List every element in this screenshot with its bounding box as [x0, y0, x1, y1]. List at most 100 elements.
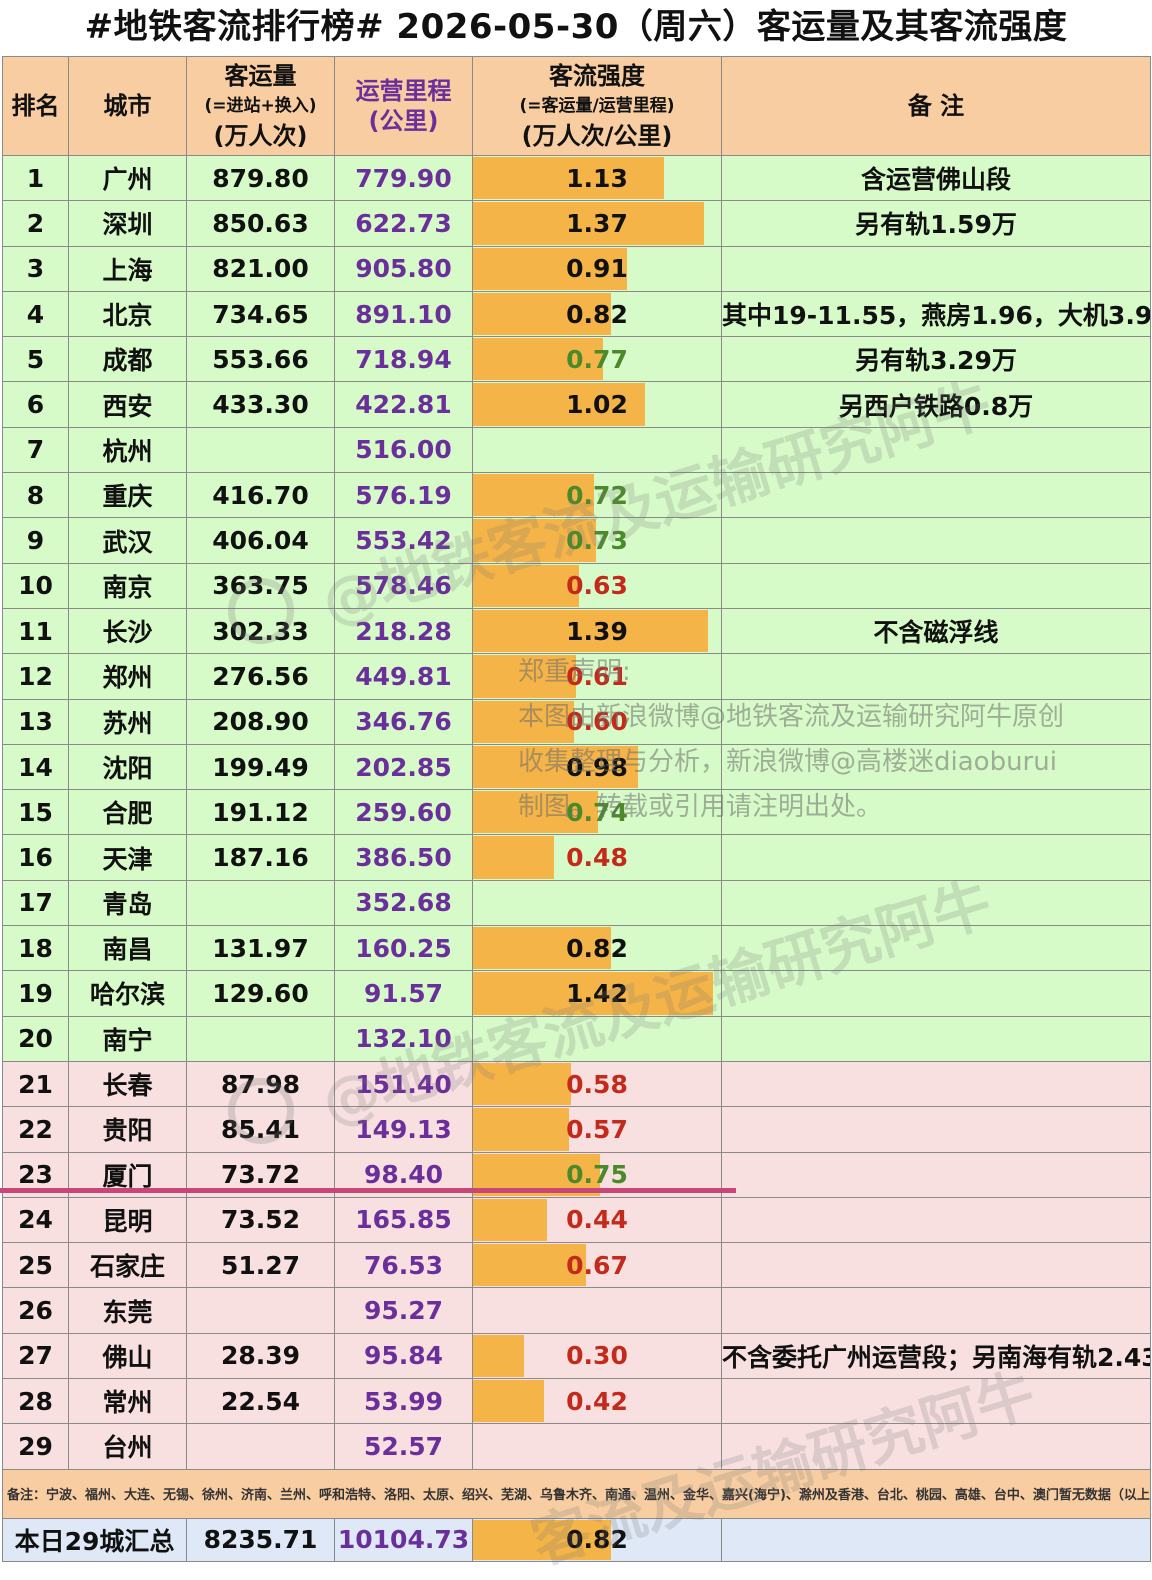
- intensity-bar: [473, 609, 708, 653]
- intensity-value: 0.74: [566, 797, 628, 827]
- total-volume: 8235.71: [186, 1517, 335, 1562]
- total-intensity-bar: [473, 1519, 612, 1560]
- intensity-bar: [473, 292, 612, 336]
- note-cell: [721, 925, 1151, 972]
- note-cell: 不含委托广州运营段；另南海有轨2.43万: [721, 1332, 1151, 1380]
- intensity-value: 1.39: [566, 616, 628, 646]
- note-cell: [721, 245, 1151, 292]
- volume-cell: 433.30: [186, 381, 335, 428]
- mileage-cell: 449.81: [334, 653, 473, 700]
- table-row: 14 沈阳 199.49 202.85 0.98: [2, 743, 1151, 791]
- header-intensity: 客流强度 (=客运量/运营里程) (万人次/公里): [472, 56, 722, 156]
- intensity-cell: 1.13: [472, 154, 722, 202]
- mileage-cell: 553.42: [334, 517, 473, 564]
- note-cell: [721, 789, 1151, 836]
- weibo-logo-icon: [228, 578, 294, 644]
- volume-cell: 276.56: [186, 653, 335, 700]
- volume-cell: 879.80: [186, 154, 335, 202]
- statement-line: 郑重声明:: [518, 657, 631, 687]
- table-row: 2 深圳 850.63 622.73 1.37 另有轨1.59万: [2, 200, 1151, 247]
- note-cell: [721, 834, 1151, 881]
- note-cell: [721, 879, 1151, 927]
- rank-cell: 10: [2, 562, 69, 609]
- rank-cell: 21: [2, 1060, 69, 1108]
- header-rank: 排名: [2, 56, 69, 156]
- intensity-bar: [473, 1062, 571, 1106]
- volume-cell: 208.90: [186, 698, 335, 745]
- rank-cell: 8: [2, 472, 69, 519]
- mileage-cell: 891.10: [334, 290, 473, 338]
- city-cell: 昆明: [68, 1196, 187, 1244]
- intensity-bar: [473, 383, 646, 426]
- table-row: 18 南昌 131.97 160.25 0.82: [2, 925, 1151, 972]
- intensity-value: 0.48: [566, 843, 628, 873]
- intensity-cell: 0.30: [472, 1332, 722, 1380]
- note-cell: [721, 472, 1151, 519]
- mileage-cell: 95.84: [334, 1332, 473, 1380]
- intensity-value: 0.72: [566, 480, 628, 510]
- intensity-cell: 1.39: [472, 607, 722, 655]
- table-row: 16 天津 187.16 386.50 0.48: [2, 834, 1151, 881]
- intensity-value: 0.67: [566, 1250, 628, 1280]
- table-row: 19 哈尔滨 129.60 91.57 1.42: [2, 970, 1151, 1017]
- table-row: 22 贵阳 85.41 149.13 0.57: [2, 1106, 1151, 1153]
- intensity-bar: [473, 247, 627, 290]
- header-volume-unit: (万人次): [213, 122, 308, 150]
- intensity-bar: [473, 927, 612, 970]
- intensity-cell: 0.60: [472, 698, 722, 745]
- intensity-cell: [472, 1287, 722, 1334]
- rank-cell: 13: [2, 698, 69, 745]
- city-cell: 常州: [68, 1378, 187, 1425]
- intensity-bar: [473, 338, 603, 381]
- mileage-cell: 91.57: [334, 970, 473, 1017]
- mileage-cell: 160.25: [334, 925, 473, 972]
- note-cell: [721, 970, 1151, 1017]
- rank-cell: 4: [2, 290, 69, 338]
- header-volume-title: 客运量: [224, 62, 297, 90]
- intensity-value: 1.37: [566, 208, 628, 238]
- city-cell: 武汉: [68, 517, 187, 564]
- volume-cell: 51.27: [186, 1242, 335, 1289]
- intensity-value: 0.82: [566, 933, 628, 963]
- city-cell: 佛山: [68, 1332, 187, 1380]
- intensity-value: 0.75: [566, 1160, 628, 1190]
- city-cell: 长春: [68, 1060, 187, 1108]
- volume-cell: 199.49: [186, 743, 335, 791]
- mileage-cell: 202.85: [334, 743, 473, 791]
- volume-cell: [186, 879, 335, 927]
- header-note: 备 注: [721, 56, 1151, 156]
- header-mileage: 运营里程 (公里): [334, 56, 473, 156]
- rank-cell: 29: [2, 1423, 69, 1470]
- volume-cell: [186, 426, 335, 474]
- total-note: [721, 1517, 1151, 1562]
- intensity-bar: [473, 202, 705, 245]
- rank-cell: 1: [2, 154, 69, 202]
- city-cell: 杭州: [68, 426, 187, 474]
- intensity-bar: [473, 745, 639, 789]
- city-cell: 贵阳: [68, 1106, 187, 1153]
- mileage-cell: 352.68: [334, 879, 473, 927]
- intensity-value: 1.02: [566, 390, 628, 420]
- intensity-bar: [473, 157, 664, 200]
- intensity-cell: 1.02: [472, 381, 722, 428]
- total-label: 本日29城汇总: [2, 1517, 187, 1562]
- intensity-cell: 0.74: [472, 789, 722, 836]
- header-mileage-title: 运营里程: [355, 77, 452, 105]
- rank-cell: 3: [2, 245, 69, 292]
- statement-line: 收集整理与分析，新浪微博@高楼迷diaoburui: [518, 747, 1057, 777]
- table-row: 21 长春 87.98 151.40 0.58: [2, 1060, 1151, 1108]
- total-intensity-value: 0.82: [566, 1525, 628, 1555]
- intensity-cell: 0.77: [472, 336, 722, 383]
- rank-cell: 5: [2, 336, 69, 383]
- total-mileage: 10104.73: [334, 1517, 473, 1562]
- intensity-cell: 0.63: [472, 562, 722, 609]
- intensity-cell: 0.48: [472, 834, 722, 881]
- note-cell: [721, 1242, 1151, 1289]
- intensity-cell: 0.91: [472, 245, 722, 292]
- note-cell: [721, 1015, 1151, 1062]
- intensity-value: 0.42: [566, 1386, 628, 1416]
- volume-cell: 416.70: [186, 472, 335, 519]
- intensity-value: 0.60: [566, 707, 628, 737]
- rank-cell: 9: [2, 517, 69, 564]
- intensity-bar: [473, 1380, 544, 1423]
